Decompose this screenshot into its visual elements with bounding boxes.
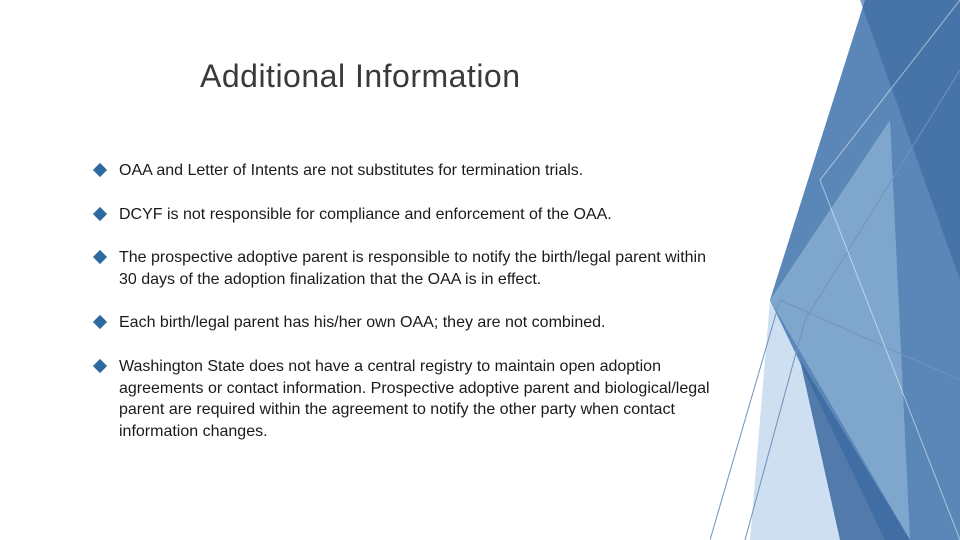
- diamond-bullet-icon: [93, 250, 107, 264]
- list-item: Washington State does not have a central…: [95, 356, 720, 442]
- bullet-text: The prospective adoptive parent is respo…: [119, 247, 720, 290]
- slide-title: Additional Information: [200, 58, 521, 95]
- deco-shape: [770, 120, 910, 540]
- bullet-text: Washington State does not have a central…: [119, 356, 720, 442]
- bullet-text: Each birth/legal parent has his/her own …: [119, 312, 720, 334]
- slide: Additional Information OAA and Letter of…: [0, 0, 960, 540]
- list-item: Each birth/legal parent has his/her own …: [95, 312, 720, 334]
- bullet-text: DCYF is not responsible for compliance a…: [119, 204, 720, 226]
- diamond-bullet-icon: [93, 207, 107, 221]
- deco-shape: [770, 0, 960, 540]
- list-item: The prospective adoptive parent is respo…: [95, 247, 720, 290]
- diamond-bullet-icon: [93, 163, 107, 177]
- deco-shape: [750, 300, 885, 540]
- deco-line: [745, 70, 960, 540]
- list-item: DCYF is not responsible for compliance a…: [95, 204, 720, 226]
- deco-shape: [800, 360, 910, 540]
- diamond-bullet-icon: [93, 359, 107, 373]
- list-item: OAA and Letter of Intents are not substi…: [95, 160, 720, 182]
- bullet-text: OAA and Letter of Intents are not substi…: [119, 160, 720, 182]
- deco-line: [710, 300, 960, 540]
- deco-line: [820, 0, 960, 540]
- decorative-triangles: [710, 0, 960, 540]
- deco-shape: [860, 0, 960, 280]
- diamond-bullet-icon: [93, 315, 107, 329]
- bullet-list: OAA and Letter of Intents are not substi…: [95, 160, 720, 464]
